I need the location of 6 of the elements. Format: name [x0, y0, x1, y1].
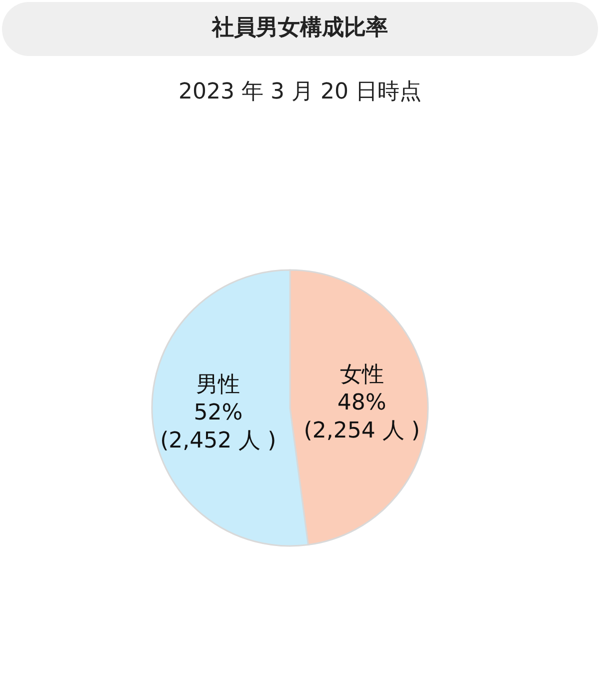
- slice-label: 女性: [340, 362, 384, 388]
- data-label: 48% (2,254 人 ): [304, 390, 420, 444]
- data-label: 52% (2,452 人 ): [160, 400, 276, 454]
- slice-label: 男性: [196, 372, 240, 398]
- chart-title: 社員男女構成比率: [211, 14, 388, 40]
- chart-subtitle: 2023 年 3 月 20 日時点: [178, 80, 422, 104]
